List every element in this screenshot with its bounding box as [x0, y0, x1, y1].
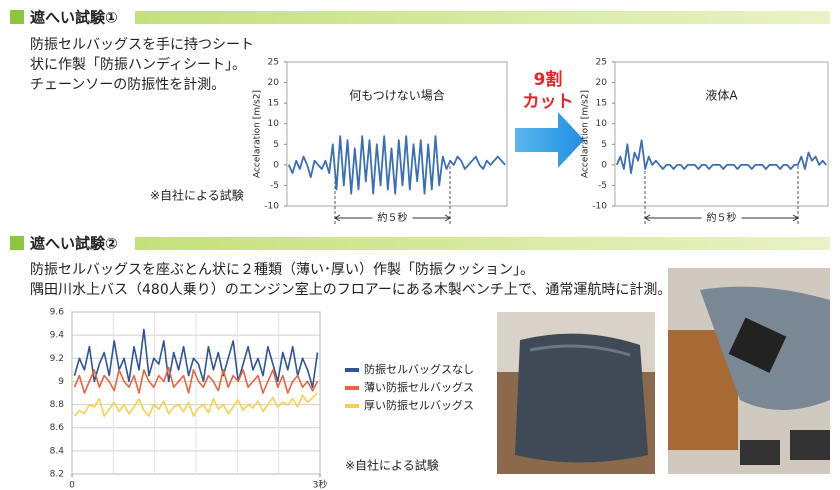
y-tick-label: 8.2	[50, 470, 64, 480]
annotation: 約５秒	[707, 211, 737, 224]
legend-label: 厚い防振セルバッグス	[364, 398, 474, 412]
span-label-bg	[701, 210, 742, 226]
callout: カット	[523, 92, 574, 112]
body-text: 防振セルバッグスを手に持つシート	[30, 37, 254, 53]
body-text: 防振セルバッグスを座ぶとん状に２種類（薄い･厚い）作製「防振クッション」。	[30, 262, 534, 278]
y-tick-label: 8.8	[50, 400, 65, 410]
legend-swatch	[345, 404, 359, 408]
y-tick-label: 8.6	[50, 423, 65, 433]
legend-swatch	[345, 368, 359, 372]
y-tick-label: -10	[592, 202, 607, 212]
y-tick-label: 20	[596, 78, 608, 88]
y-tick-label: 9	[58, 377, 64, 387]
series-line	[73, 392, 319, 417]
section-title: 遮へい試験②	[30, 235, 118, 253]
legend-swatch	[345, 386, 359, 390]
header-marker	[10, 10, 24, 24]
header-bar	[135, 11, 830, 24]
x-tick-label: 0	[69, 481, 75, 490]
y-tick-label: -5	[598, 181, 607, 191]
note: ※自社による試験	[345, 458, 439, 473]
x-tick-label: 3秒	[313, 479, 328, 490]
photo-person	[668, 268, 830, 474]
y-axis-label: Accelaration [m/s2]	[581, 90, 591, 178]
y-tick-label: 10	[268, 119, 280, 129]
y-tick-label: 5	[273, 140, 279, 150]
callout: 9割	[534, 69, 563, 90]
y-tick-label: 15	[596, 99, 607, 109]
legend-label: 薄い防振セルバッグス	[364, 380, 474, 394]
y-tick-label: 9.6	[50, 308, 65, 318]
chart-title: 何もつけない場合	[349, 88, 445, 103]
series-line	[73, 328, 319, 388]
y-tick-label: 9.2	[50, 354, 64, 364]
y-tick-label: 20	[268, 78, 280, 88]
photo-cushion	[497, 312, 655, 474]
y-tick-label: 9.4	[50, 331, 65, 341]
y-tick-label: 0	[273, 160, 279, 170]
body-text: 隅田川水上バス（480人乗り）のエンジン室上のフロアーにある木製ベンチ上で、通常…	[30, 281, 671, 298]
note: ※自社による試験	[150, 188, 244, 203]
chart-title: 液体A	[705, 88, 738, 103]
annotation: 約５秒	[378, 211, 408, 224]
y-tick-label: 25	[596, 58, 607, 68]
plot-frame	[614, 61, 829, 207]
y-axis-label: Accelaration [m/s2]	[253, 90, 263, 178]
series-line	[615, 139, 827, 174]
legend-label: 防振セルバッグスなし	[364, 362, 474, 376]
arrow	[515, 112, 584, 168]
y-tick-label: -10	[264, 202, 279, 212]
series-line	[287, 135, 506, 195]
header-marker	[10, 236, 24, 250]
body-text: チェーンソーの防振性を計測。	[30, 77, 225, 93]
y-tick-label: 25	[268, 58, 279, 68]
plot-frame	[286, 61, 508, 207]
span-label-bg	[372, 210, 413, 226]
y-tick-label: 5	[601, 140, 607, 150]
y-tick-label: 10	[596, 119, 608, 129]
section-title: 遮へい試験①	[30, 9, 118, 27]
body-text: 状に作製「防振ハンディシート」。	[30, 56, 246, 73]
y-tick-label: -5	[270, 181, 279, 191]
y-tick-label: 8.4	[50, 446, 65, 456]
series-line	[73, 366, 319, 394]
header-bar	[135, 237, 830, 250]
y-tick-label: 0	[601, 160, 607, 170]
y-tick-label: 15	[268, 99, 279, 109]
